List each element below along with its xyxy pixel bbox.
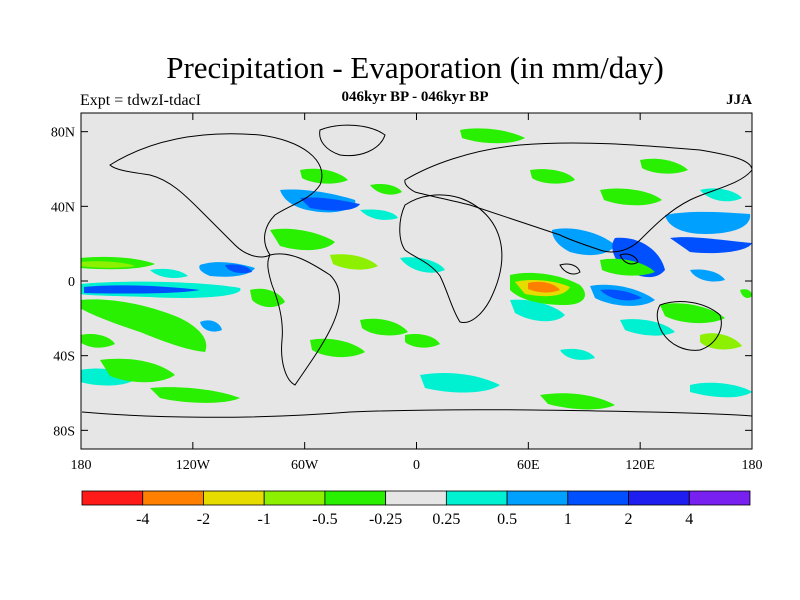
- colorbar-label: 2: [625, 511, 633, 528]
- experiment-label: Expt = tdwzI-tdacI: [80, 92, 201, 109]
- lon-tick-label: 0: [413, 458, 420, 473]
- colorbar-swatch: [688, 490, 751, 506]
- season-label: JJA: [726, 92, 752, 108]
- lon-tick-label: 60W: [291, 458, 319, 473]
- colorbar-swatch: [324, 490, 387, 506]
- lat-tick-label: 40S: [53, 350, 75, 365]
- colorbar-swatch: [81, 490, 144, 506]
- lat-tick-label: 0: [68, 275, 75, 290]
- chart-subtitle: 046kyr BP - 046kyr BP: [341, 89, 489, 105]
- colorbar-label: -1: [258, 511, 271, 528]
- lon-tick-label: 180: [742, 458, 763, 473]
- chart-title: Precipitation - Evaporation (in mm/day): [166, 50, 664, 85]
- colorbar-label: -0.25: [369, 511, 402, 528]
- longitude-axis: 180 120W 60W 0 60E 120E 180: [71, 113, 763, 473]
- colorbar: -4 -2 -1 -0.5 -0.25 0.25 0.5 1 2 4: [81, 490, 751, 528]
- colorbar-swatch: [445, 490, 508, 506]
- lat-tick-label: 40N: [51, 200, 75, 215]
- colorbar-label: 0.5: [497, 511, 517, 528]
- lat-tick-label: 80S: [53, 424, 75, 439]
- colorbar-swatch: [385, 490, 447, 506]
- lon-tick-label: 60E: [517, 458, 540, 473]
- map-field: [81, 124, 752, 418]
- lon-tick-label: 120E: [625, 458, 655, 473]
- negative-patches: [81, 128, 752, 410]
- colorbar-label: -0.5: [312, 511, 337, 528]
- colorbar-swatch: [628, 490, 690, 506]
- colorbar-swatch: [142, 490, 204, 506]
- colorbar-label: 4: [685, 511, 693, 528]
- colorbar-label: 0.25: [432, 511, 460, 528]
- colorbar-swatch: [567, 490, 629, 506]
- colorbar-label: -2: [197, 511, 210, 528]
- coastlines: [81, 124, 752, 418]
- colorbar-swatch: [263, 490, 326, 506]
- lon-tick-label: 180: [71, 458, 92, 473]
- lon-tick-label: 120W: [176, 458, 211, 473]
- colorbar-label: -4: [136, 511, 149, 528]
- colorbar-swatch: [203, 490, 265, 506]
- lat-tick-label: 80N: [51, 126, 75, 141]
- colorbar-label: 1: [564, 511, 572, 528]
- colorbar-swatch: [506, 490, 569, 506]
- latitude-axis: 80N 40N 0 40S 80S: [51, 126, 752, 439]
